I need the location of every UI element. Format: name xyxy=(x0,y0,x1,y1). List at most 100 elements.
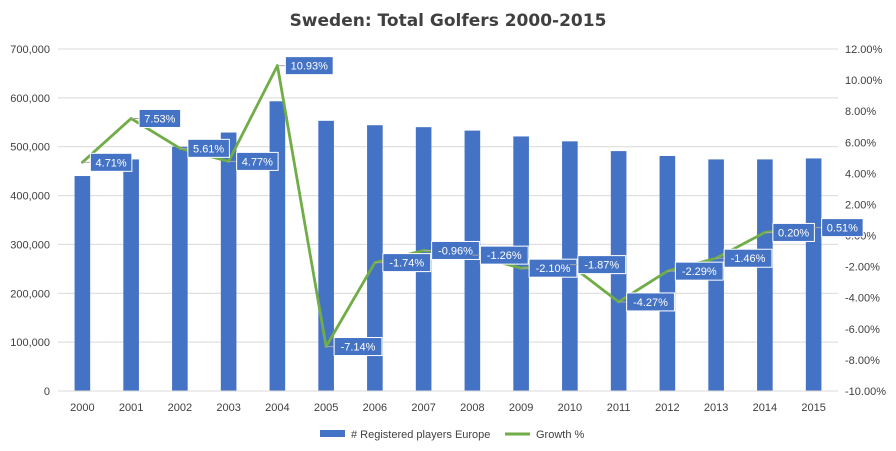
legend-label: Growth % xyxy=(536,429,585,441)
label-text: -1.46% xyxy=(731,253,766,265)
right-tick-label: 8.00% xyxy=(845,106,876,118)
x-tick-label: 2003 xyxy=(216,402,240,414)
label-text: 10.93% xyxy=(291,61,329,73)
growth-data-label: -7.14% xyxy=(326,337,383,357)
label-text: -4.27% xyxy=(633,297,668,309)
x-tick-label: 2014 xyxy=(753,402,777,414)
label-text: -1.26% xyxy=(487,250,522,262)
bar xyxy=(123,159,139,391)
growth-data-label: 0.20% xyxy=(764,222,815,242)
x-tick-label: 2009 xyxy=(509,402,533,414)
legend: # Registered players Europe Growth % xyxy=(320,429,585,441)
left-tick-label: 600,000 xyxy=(10,93,50,105)
label-box xyxy=(723,248,773,268)
right-tick-label: -8.00% xyxy=(845,355,880,367)
growth-data-label: -2.29% xyxy=(667,261,724,281)
right-tick-label: -4.00% xyxy=(845,293,880,305)
x-tick-label: 2015 xyxy=(801,402,825,414)
growth-data-label: 10.93% xyxy=(277,56,334,76)
right-axis: -10.00%-8.00%-6.00%-4.00%-2.00%0.00%2.00… xyxy=(845,44,886,398)
left-tick-label: 400,000 xyxy=(10,191,50,203)
label-box xyxy=(431,240,480,260)
growth-line xyxy=(81,64,814,348)
x-tick-label: 2007 xyxy=(411,402,435,414)
label-box xyxy=(626,292,675,312)
label-text: -1.74% xyxy=(389,258,424,270)
line-series xyxy=(80,64,816,348)
left-tick-label: 300,000 xyxy=(10,239,50,251)
x-tick-label: 2013 xyxy=(704,402,728,414)
x-tick-label: 2000 xyxy=(70,402,94,414)
bar xyxy=(757,159,773,391)
growth-data-label: -4.27% xyxy=(618,292,675,312)
right-tick-label: -6.00% xyxy=(845,324,880,336)
x-tick-label: 2008 xyxy=(460,402,484,414)
bar xyxy=(805,158,822,391)
bar xyxy=(367,125,383,392)
x-tick-label: 2006 xyxy=(363,402,387,414)
legend-label: # Registered players Europe xyxy=(351,429,490,441)
left-tick-label: 0 xyxy=(44,386,50,398)
bar xyxy=(220,132,237,391)
left-tick-label: 700,000 xyxy=(10,44,50,56)
growth-data-label: 7.53% xyxy=(131,108,182,128)
growth-data-label: -1.46% xyxy=(716,248,773,268)
growth-data-label: -2.10% xyxy=(521,258,578,278)
x-tick-label: 2004 xyxy=(265,402,289,414)
label-box xyxy=(333,337,383,357)
label-text: 0.20% xyxy=(778,227,809,239)
right-tick-label: 6.00% xyxy=(845,137,876,149)
growth-data-label: 0.51% xyxy=(813,218,864,238)
growth-data-label: -1.87% xyxy=(569,255,627,275)
bar xyxy=(464,130,481,391)
chart-title: Sweden: Total Golfers 2000-2015 xyxy=(290,11,607,31)
label-box xyxy=(187,138,230,158)
label-box xyxy=(284,56,334,76)
bar xyxy=(659,155,676,391)
label-text: -1.87% xyxy=(584,260,619,272)
left-tick-label: 100,000 xyxy=(10,337,50,349)
bar xyxy=(269,101,286,391)
legend-item-bars: # Registered players Europe xyxy=(320,429,490,441)
label-text: 7.53% xyxy=(144,113,175,125)
label-box xyxy=(674,261,724,281)
left-tick-label: 200,000 xyxy=(10,288,50,300)
data-labels: 4.71% 7.53% 5.61% 4.77% 10.93% -7.14% -1.74% -0… xyxy=(82,56,864,357)
label-text: 4.71% xyxy=(96,157,127,169)
growth-data-label: -0.96% xyxy=(423,240,480,260)
label-box xyxy=(821,218,864,238)
legend-bar-swatch xyxy=(320,430,345,437)
left-axis: 0 100,000 200,000 300,000 400,000 500,000 600,… xyxy=(10,44,50,398)
label-text: -2.29% xyxy=(682,266,717,278)
right-tick-label: 4.00% xyxy=(845,168,876,180)
right-tick-label: -10.00% xyxy=(845,386,886,398)
label-box xyxy=(89,152,133,172)
x-tick-label: 2005 xyxy=(314,402,338,414)
growth-data-label: 5.61% xyxy=(179,138,230,158)
left-tick-label: 500,000 xyxy=(10,142,50,154)
label-box xyxy=(236,151,279,171)
label-text: -7.14% xyxy=(341,342,376,354)
bar xyxy=(172,146,188,391)
x-tick-label: 2012 xyxy=(655,402,679,414)
x-tick-label: 2011 xyxy=(607,402,631,414)
x-tick-label: 2001 xyxy=(119,402,143,414)
label-text: 0.51% xyxy=(827,223,858,235)
growth-data-label: 4.77% xyxy=(228,151,279,171)
label-box xyxy=(577,255,627,275)
growth-data-label: -1.26% xyxy=(472,245,529,265)
label-box xyxy=(382,253,432,273)
label-box xyxy=(528,258,578,278)
label-text: -2.10% xyxy=(536,263,571,275)
right-tick-label: 2.00% xyxy=(845,199,876,211)
label-box xyxy=(138,108,182,128)
x-tick-label: 2010 xyxy=(558,402,582,414)
label-text: -0.96% xyxy=(438,245,473,257)
right-tick-label: -2.00% xyxy=(845,262,880,274)
growth-data-label: 4.71% xyxy=(82,152,133,172)
label-text: 5.61% xyxy=(193,143,224,155)
x-tick-label: 2002 xyxy=(168,402,192,414)
right-tick-label: 12.00% xyxy=(845,44,883,56)
